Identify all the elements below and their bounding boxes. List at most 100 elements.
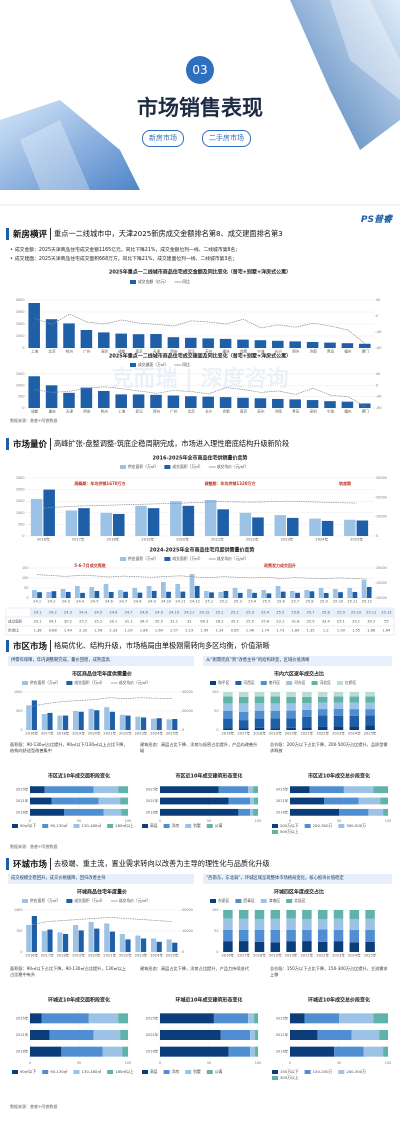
stacked-segment [248,1013,255,1024]
bar [57,932,63,952]
table-cell: 25.7 [79,620,87,624]
stacked-segment [349,715,360,727]
legend-swatch [210,681,216,685]
x-tick-label: 24.3 [62,600,70,604]
stacked-segment [254,692,265,697]
annotation: 政策发力成交回升 [264,562,296,568]
chart-title: 市区近10年成交建筑形态变化 [176,773,243,780]
x-tick-label: 2024年 [315,537,328,542]
bar [135,935,141,952]
legend-label: 别墅 [193,823,201,828]
stacked-segment [160,808,239,816]
bar [26,925,32,952]
table-cell: 31.1 [125,620,133,624]
bar [204,591,209,598]
stacked-segment [302,709,312,717]
y2-tick-label: 10000 [182,929,193,933]
legend-label: 洋房 [172,823,180,828]
legend-swatch [130,280,136,284]
bar [113,513,125,536]
x-tick-label: 长沙 [205,409,213,414]
stacked-segment [304,1013,339,1024]
bar [80,387,93,408]
bar [28,303,40,348]
x-tick-label: 100 [385,819,391,823]
stacked-segment [160,1046,229,1057]
bar [88,922,94,952]
bar [72,711,79,730]
y2-tick-label: 30000 [376,476,387,480]
bar [94,590,100,598]
stacked-segment [302,692,312,697]
bar [219,397,232,408]
x-tick-label: 2020年 [176,537,189,542]
bar [289,399,301,408]
tab[interactable]: 新房市场 [142,130,184,147]
table-cell: 23.1 [276,620,284,624]
stacked-segment [254,797,258,805]
stacked-segment [302,727,312,730]
bar [104,707,110,730]
table-cell: 2.33 [79,629,87,633]
annotation: 调整期：年均供销1320万方 [204,480,255,486]
stacked-segment [102,1046,123,1057]
y-tick-label: 1000 [14,690,23,694]
stacked-segment [270,942,281,952]
bar [103,584,109,598]
legend-swatch [311,681,318,685]
bar [63,715,69,730]
bar [47,712,53,730]
bar [166,591,171,598]
chart-title: 市区近10年成交面积段变化 [48,773,110,780]
y2-tick-label: 10000 [376,515,387,519]
stacked-segment [317,715,328,727]
bar [132,588,138,598]
stacked-segment [302,919,312,930]
x-tick-label: 24.11 [175,600,185,604]
legend-swatch [272,830,278,834]
y2-tick-label: 0 [182,728,184,732]
stacked-segment [368,808,384,816]
bar [321,520,334,536]
bar [202,338,214,348]
x-tick-label: 2018年 [107,537,120,542]
paragraph: 面积段：90㎡以下占比下降，90-130㎡占比提升，130㎡以上占比稳中有升 [10,966,127,977]
bar [175,584,181,598]
bar [202,396,214,408]
bar [94,710,100,730]
bar [247,589,252,598]
y-tick-label: 50 [214,929,218,933]
stacked-segment [349,910,360,920]
bar [104,923,110,952]
bar [63,392,75,408]
legend-label: 河北区 [320,680,332,685]
stacked-segment [270,728,281,730]
stacked-segment [365,941,375,952]
x-tick-label: 100 [385,1061,391,1065]
section-header: 市场量价 高峰扩张-盘整调整-筑底企稳周期完成，市场进入理性磨底结构升级新阶段 [6,438,289,450]
x-tick-label: 深圳 [101,349,109,354]
bar [338,592,343,598]
stacked-segment [160,797,229,805]
bar [63,934,69,952]
legend-label: 北辰区 [294,898,306,903]
section-number: 03 [186,56,214,84]
table-cell: 1.29 [125,629,134,633]
bar [57,715,63,730]
y2-tick-label: -40 [376,330,382,334]
bullet: 成交建面：2025天津商品住宅成交面积668万方，同比下降21%，成交建面位列一… [10,255,237,262]
bar [323,592,329,598]
bar [254,340,267,348]
chart-title: 市内六区逐年成交占比 [274,671,324,678]
tab[interactable]: 二手房市场 [202,130,251,147]
x-tick-label: 重庆 [49,409,57,414]
legend-label: 津南区 [269,898,281,903]
stacked-segment [250,808,254,816]
bar [252,517,264,536]
x-tick-label: 2016年 [25,953,38,958]
stacked-segment [61,1046,103,1057]
bar [47,929,53,952]
bar [41,714,47,730]
x-tick-label: 武汉 [136,409,144,414]
